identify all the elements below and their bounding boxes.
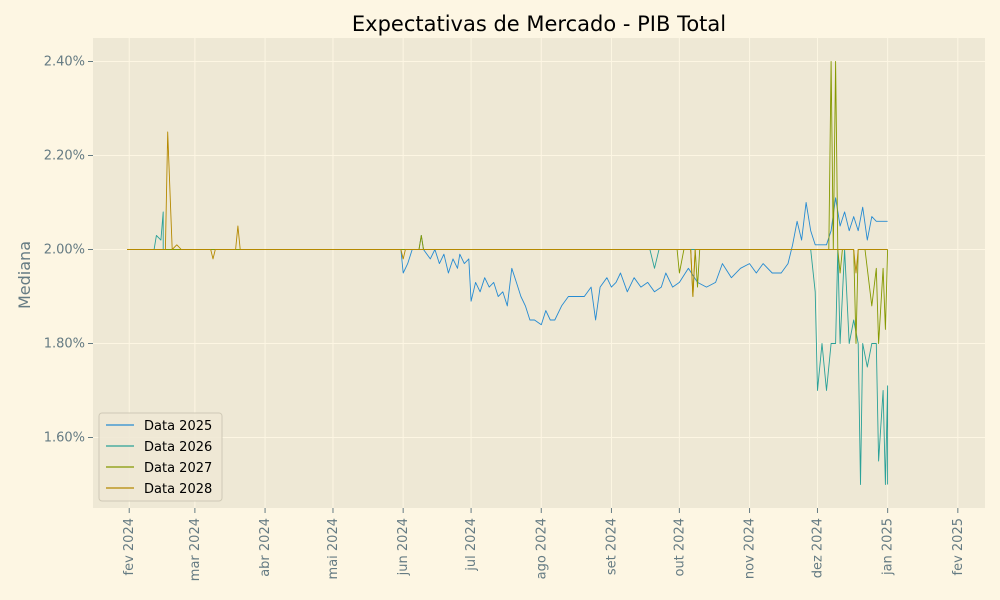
y-axis-ticks: 1.60% 1.80% 2.00% 2.20% 2.40% [44,55,93,446]
x-tick-label: ago 2024 [534,518,549,579]
x-tick-label: jan 2025 [881,518,896,576]
chart-title: Expectativas de Mercado - PIB Total [352,12,726,36]
x-tick-label: set 2024 [604,518,619,575]
x-tick-label: out 2024 [672,518,687,577]
series-line-4 [127,131,888,297]
legend-box [98,412,223,502]
x-tick-label: mai 2024 [326,518,341,579]
series-lines [127,61,889,485]
legend-label: Data 2025 [144,419,212,434]
series-line-1 [127,197,888,326]
legend-label: Data 2026 [144,440,212,455]
legend-label: Data 2027 [144,461,212,476]
x-tick-label: fev 2024 [122,518,137,575]
x-tick-label: mar 2024 [188,518,203,581]
x-tick-label: jul 2024 [464,518,479,572]
y-tick-label: 1.80% [44,337,85,352]
y-tick-label: 2.20% [44,149,85,164]
y-tick-label: 1.60% [44,431,85,446]
x-tick-label: nov 2024 [743,518,758,579]
x-tick-label: abr 2024 [258,518,273,577]
y-axis-label: Mediana [15,241,34,309]
x-tick-label: dez 2024 [810,518,825,578]
y-tick-label: 2.40% [44,55,85,70]
legend: Data 2025 Data 2026 Data 2027 Data 2028 [98,412,223,502]
x-tick-label: fev 2025 [951,518,966,575]
y-tick-label: 2.00% [44,243,85,258]
x-tick-label: jun 2024 [396,518,411,576]
x-axis-ticks: fev 2024 mar 2024 abr 2024 mai 2024 jun 2024… [122,508,966,581]
legend-label: Data 2028 [144,482,212,497]
